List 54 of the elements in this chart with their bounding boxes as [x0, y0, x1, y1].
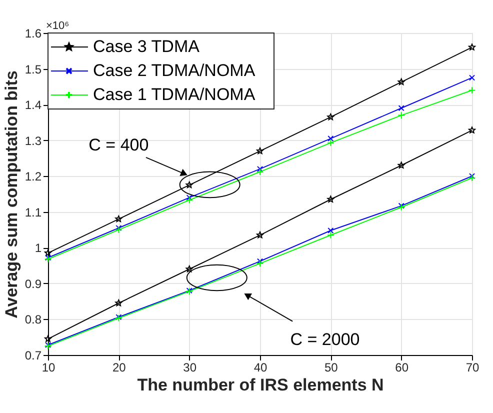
y-tick-label: 0.9 — [24, 276, 42, 291]
y-tick-label: 1.1 — [24, 205, 42, 220]
legend-label: Case 2 TDMA/NOMA — [93, 61, 256, 80]
point — [44, 335, 52, 342]
y-tick-label: 0.8 — [24, 312, 42, 327]
y-tick-label: 1.4 — [24, 98, 42, 112]
x-tick-label: 30 — [183, 360, 197, 374]
y-tick-label: 0.7 — [24, 348, 42, 362]
x-axis-title: The number of IRS elements N — [137, 376, 384, 394]
annotation: C = 2000 — [290, 330, 360, 349]
point — [115, 215, 122, 222]
point — [468, 86, 476, 94]
point — [327, 231, 334, 239]
text: ×10⁶ — [46, 20, 70, 32]
point — [327, 113, 334, 120]
point — [256, 260, 264, 268]
y-tick-label: 1 — [34, 241, 42, 256]
point — [468, 126, 476, 134]
y-axis-title: Average sum computation bits — [2, 70, 21, 318]
point — [328, 227, 334, 234]
point — [327, 196, 334, 202]
point — [468, 173, 476, 180]
point — [256, 231, 264, 238]
x-tick-label: 10 — [42, 360, 56, 374]
legend-label: Case 1 TDMA/NOMA — [93, 85, 256, 104]
point — [398, 105, 404, 112]
point — [398, 112, 405, 119]
annotation: C = 400 — [88, 136, 149, 155]
y-tick-label: 1.3 — [24, 134, 42, 148]
point — [44, 249, 52, 256]
legend-label: Case 3 TDMA — [93, 37, 200, 56]
y-tick-label: 1.6 — [24, 26, 42, 40]
point — [256, 168, 264, 176]
point — [186, 196, 193, 204]
point — [398, 78, 405, 86]
point — [328, 136, 334, 142]
x-tick-label: 20 — [112, 360, 126, 374]
point — [468, 74, 476, 81]
point — [256, 147, 264, 154]
point — [256, 258, 264, 264]
x-tick-label: 60 — [395, 360, 409, 374]
x-tick-label: 50 — [324, 360, 338, 374]
point — [256, 166, 264, 172]
x-tick-label: 70 — [466, 360, 480, 374]
point — [468, 174, 476, 182]
y-tick-label: 1.2 — [24, 170, 42, 184]
point — [398, 162, 405, 168]
point — [186, 181, 193, 188]
point — [468, 44, 476, 50]
y-tick-label: 1.5 — [24, 62, 42, 76]
x-tick-label: 40 — [254, 360, 268, 374]
point — [327, 139, 334, 146]
point — [115, 299, 122, 306]
point — [186, 265, 193, 272]
